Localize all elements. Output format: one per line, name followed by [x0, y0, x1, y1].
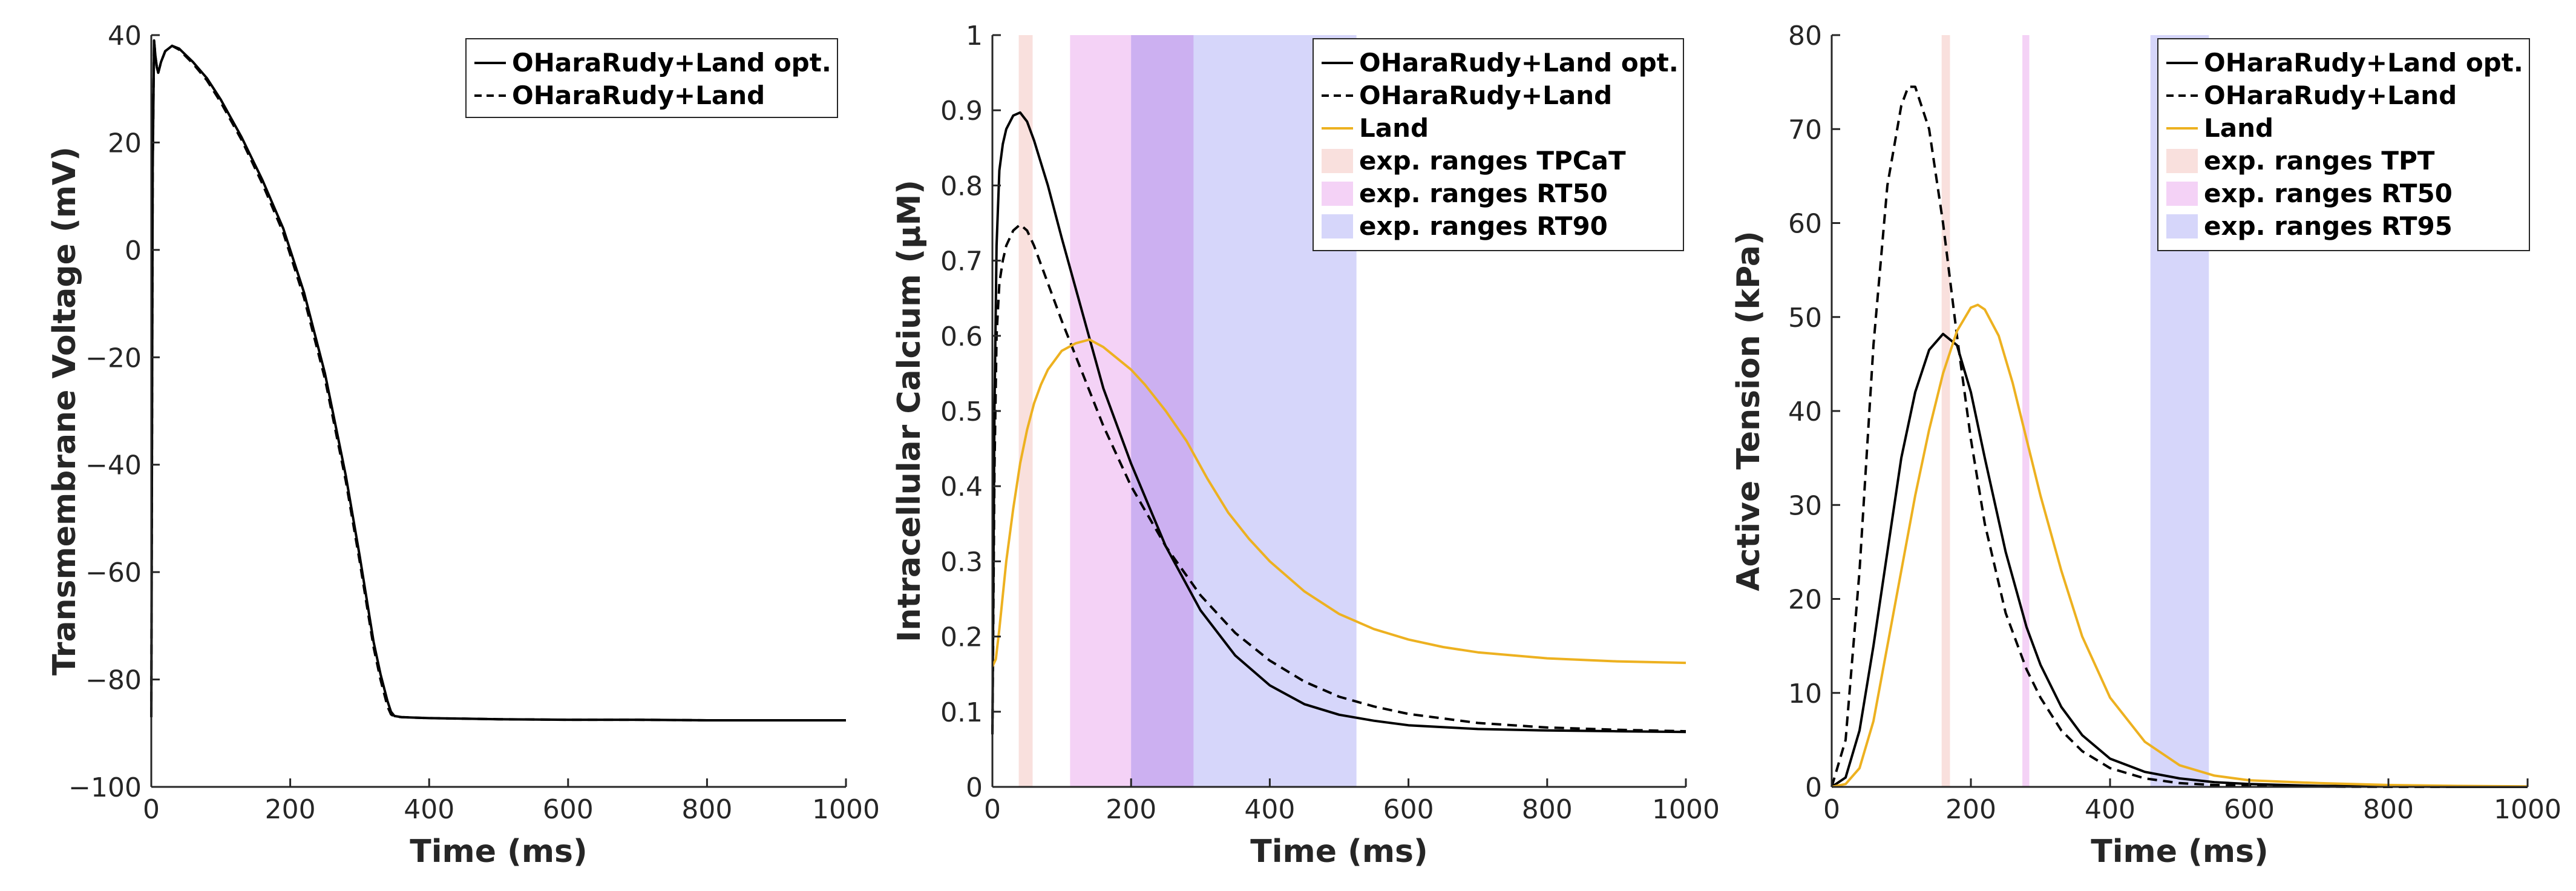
- x-tick-label: 600: [543, 794, 594, 825]
- y-tick-label: 0: [125, 235, 142, 266]
- legend-box: [1313, 38, 1684, 251]
- y-tick-label: 40: [108, 21, 142, 51]
- band-2: [2022, 35, 2030, 787]
- x-tick-label: 800: [1522, 794, 1573, 825]
- series-line-3: [1831, 303, 2528, 788]
- legend-label: OHaraRudy+Land: [512, 81, 765, 110]
- legend-label: OHaraRudy+Land opt.: [512, 48, 831, 77]
- legend-label: exp. ranges TPT: [2204, 146, 2435, 176]
- x-tick-label: 1000: [812, 794, 880, 825]
- legend-label: OHaraRudy+Land opt.: [1359, 48, 1679, 77]
- x-tick-label: 1000: [1652, 794, 1720, 825]
- y-tick-label: 0: [1805, 772, 1822, 803]
- x-tick-label: 200: [1945, 794, 1996, 825]
- x-tick-label: 0: [1823, 794, 1840, 825]
- x-tick-label: 200: [265, 794, 316, 825]
- legend-label: exp. ranges RT90: [1359, 211, 1608, 241]
- y-tick-label: 80: [1788, 21, 1822, 51]
- x-tick-label: 800: [681, 794, 732, 825]
- y-tick-label: 0.7: [940, 246, 983, 277]
- legend-swatch-patch: [1322, 149, 1353, 173]
- y-tick-label: 0.8: [940, 171, 983, 202]
- y-tick-label: −80: [85, 665, 142, 696]
- x-axis-label: Time (ms): [2091, 833, 2269, 870]
- legend-label: OHaraRudy+Land: [1359, 81, 1612, 110]
- series-line-2: [150, 39, 846, 722]
- y-tick-label: 0.1: [940, 697, 983, 728]
- series-line-2: [991, 223, 1686, 735]
- y-axis-label: Intracellular Calcium (μM): [891, 180, 928, 642]
- y-tick-label: 0.5: [940, 396, 983, 427]
- x-tick-label: 600: [2224, 794, 2275, 825]
- series-line-3: [991, 338, 1686, 668]
- y-tick-label: 0.3: [940, 547, 983, 577]
- series-line-2: [1830, 85, 2528, 788]
- series-line-1: [1830, 332, 2528, 788]
- x-axis-label: Time (ms): [1250, 833, 1428, 870]
- x-axis-label: Time (ms): [410, 833, 588, 870]
- legend-label: exp. ranges RT50: [1359, 179, 1608, 208]
- y-tick-label: 10: [1788, 679, 1822, 709]
- y-tick-label: 20: [108, 128, 142, 159]
- y-tick-label: 60: [1788, 209, 1822, 240]
- chart-3: 0 200 400 600 800 1000 0 10 20 30 40 50 60 70 80 Time (…: [1731, 21, 2561, 870]
- y-tick-label: 0.4: [940, 472, 983, 502]
- y-tick-label: 70: [1788, 114, 1822, 145]
- band-1: [1941, 35, 1950, 787]
- legend-box: [2157, 38, 2530, 251]
- x-tick-label: 0: [984, 794, 1001, 825]
- x-tick-label: 400: [404, 794, 454, 825]
- legend-box: [465, 38, 838, 118]
- legend-swatch-patch: [1322, 182, 1353, 206]
- legend: OHaraRudy+Land opt.OHaraRudy+LandLandexp…: [1313, 38, 1684, 251]
- y-tick-label: −40: [85, 450, 142, 481]
- x-tick-label: 400: [1244, 794, 1295, 825]
- legend-swatch-patch: [2166, 149, 2198, 173]
- y-axis-label: Active Tension (kPa): [1731, 231, 1767, 591]
- y-axis-label: Transmembrane Voltage (mV): [47, 146, 83, 676]
- y-tick-label: 0.2: [940, 622, 983, 653]
- y-tick-label: 0.6: [940, 321, 983, 352]
- y-tick-label: 50: [1788, 303, 1822, 334]
- band-1: [1018, 35, 1033, 787]
- x-tick-label: 600: [1383, 794, 1434, 825]
- x-tick-label: 1000: [2494, 794, 2561, 825]
- y-tick-label: 1: [966, 21, 983, 51]
- legend-swatch-patch: [1322, 214, 1353, 238]
- legend-label: OHaraRudy+Land: [2204, 81, 2457, 110]
- legend-label: OHaraRudy+Land opt.: [2204, 48, 2523, 77]
- y-tick-label: −60: [85, 557, 142, 588]
- series-line-1: [991, 111, 1686, 735]
- x-tick-label: 0: [143, 794, 160, 825]
- y-tick-label: 40: [1788, 396, 1822, 427]
- chart-2: 0 200 400 600 800 1000 0 0.1 0.2 0.3 0.4 0.5 0.6 0.7 0…: [891, 21, 1720, 870]
- x-tick-label: 800: [2363, 794, 2414, 825]
- legend-label: Land: [1359, 113, 1429, 143]
- legend: OHaraRudy+Land opt.OHaraRudy+LandLandexp…: [2157, 38, 2530, 251]
- legend-swatch-patch: [2166, 214, 2198, 238]
- legend-label: exp. ranges TPCaT: [1359, 146, 1626, 176]
- y-tick-label: −20: [85, 343, 142, 373]
- y-tick-label: −100: [68, 772, 142, 803]
- legend-label: Land: [2204, 113, 2273, 143]
- plot-area: [151, 35, 846, 787]
- legend-label: exp. ranges RT50: [2204, 179, 2453, 208]
- legend-swatch-patch: [2166, 182, 2198, 206]
- x-tick-label: 200: [1106, 794, 1156, 825]
- y-tick-label: 20: [1788, 585, 1822, 616]
- legend-label: exp. ranges RT95: [2204, 211, 2453, 241]
- y-tick-label: 30: [1788, 490, 1822, 521]
- legend: OHaraRudy+Land opt. OHaraRudy+Land: [465, 38, 838, 118]
- chart-1: 0 200 400 600 800 1000 −100 −80 −60 −40 −20 0 20 40 Ti…: [47, 21, 880, 870]
- x-tick-label: 400: [2085, 794, 2135, 825]
- y-tick-label: 0.9: [940, 96, 983, 127]
- y-tick-label: 0: [966, 772, 983, 803]
